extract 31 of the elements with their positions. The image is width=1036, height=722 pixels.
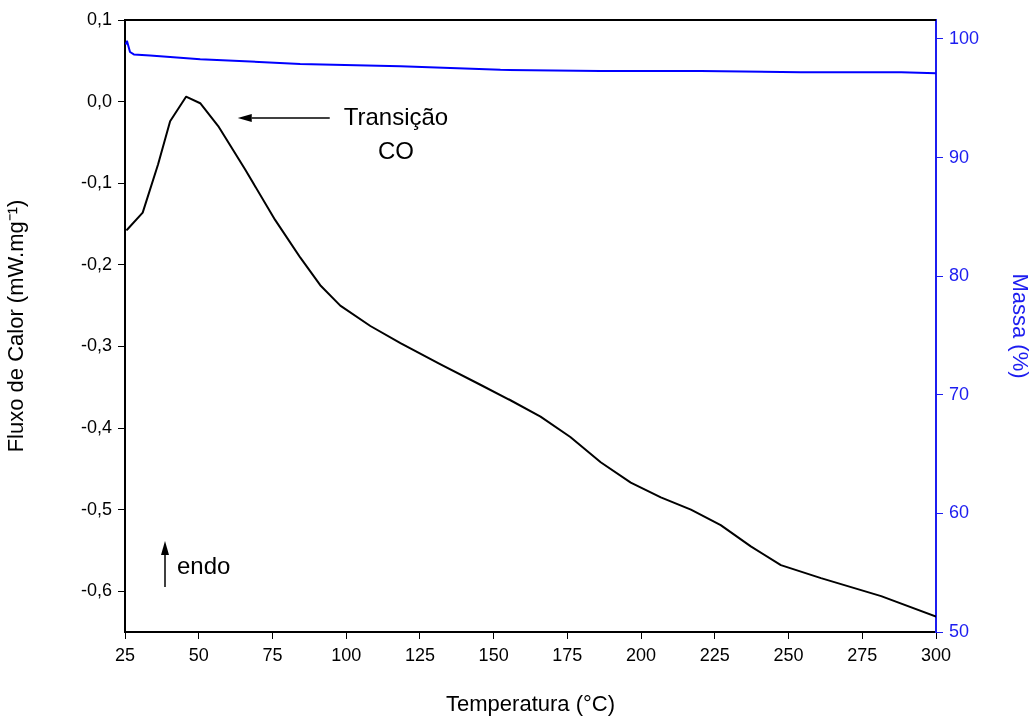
x-tick-label: 100 (331, 644, 362, 665)
x-tick-label: 275 (847, 644, 878, 665)
y-tick-label: -0,6 (80, 580, 112, 601)
y-axis-title: Fluxo de Calor (mW.mg⁻¹) (3, 199, 29, 453)
x-tick-label: 125 (404, 644, 435, 665)
y-tick-label: -0,5 (80, 498, 112, 519)
annotation: endo (177, 551, 231, 579)
y2-tick-label: 80 (949, 265, 970, 286)
y-tick-label: -0,2 (80, 253, 112, 274)
x-tick-label: 150 (478, 644, 509, 665)
x-tick-label: 50 (188, 644, 209, 665)
x-tick-label: 75 (262, 644, 283, 665)
x-axis-title: Temperatura (°C) (446, 690, 615, 716)
x-tick-label: 25 (114, 644, 136, 665)
annotation: Transição CO (343, 102, 449, 164)
y-tick-label: 0,0 (86, 90, 112, 111)
y2-tick-label: 90 (949, 146, 970, 167)
y-tick-label: 0,1 (86, 8, 112, 29)
y-tick-label: -0,1 (80, 172, 112, 193)
x-tick-label: 225 (699, 644, 730, 665)
x-tick-label: 250 (773, 644, 804, 665)
y2-tick-label: 60 (949, 502, 970, 523)
x-tick-label: 175 (552, 644, 583, 665)
x-tick-label: 300 (920, 644, 952, 665)
y2-axis-title: Massa (%) (1007, 273, 1033, 379)
y2-tick-label: 70 (949, 383, 970, 404)
y2-tick-label: 50 (949, 620, 970, 641)
y2-tick-label: 100 (949, 27, 980, 48)
y-tick-label: -0,4 (80, 416, 112, 437)
y-tick-label: -0,3 (80, 335, 112, 356)
x-tick-label: 200 (626, 644, 657, 665)
